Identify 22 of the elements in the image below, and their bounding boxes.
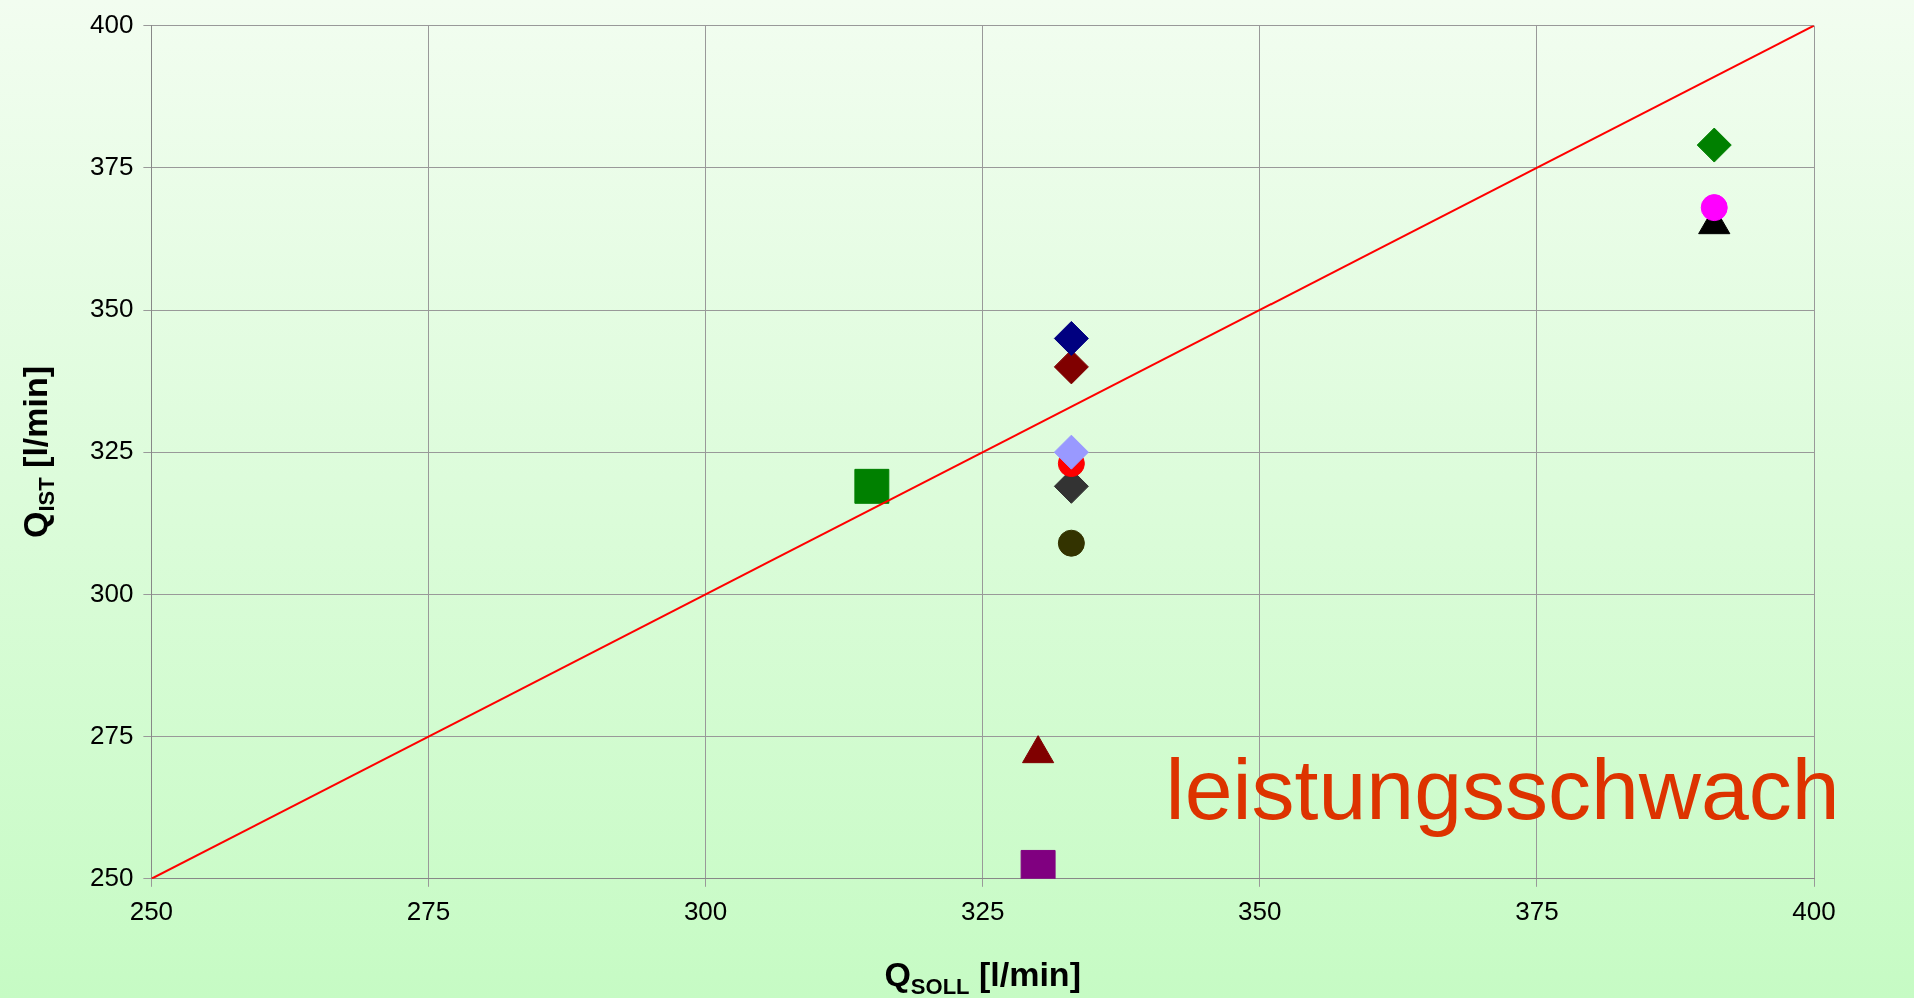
y-tick-label: 325	[89, 435, 134, 466]
point	[1700, 194, 1728, 222]
x-tick-label: 400	[1792, 895, 1836, 926]
x-tick-label: 325	[960, 895, 1005, 926]
point	[1057, 529, 1085, 557]
x-tick-label: 300	[683, 895, 728, 926]
x-tick-label: 250	[129, 895, 174, 926]
point	[1053, 320, 1089, 356]
x-axis-title: Q$_{SOLL}$ [l/min]	[884, 955, 1081, 998]
x-tick-label: 375	[1515, 895, 1559, 926]
y-tick-label: 400	[89, 8, 134, 39]
annotation: leistungsschwach	[1165, 741, 1840, 838]
x-tick-label: 350	[1238, 895, 1282, 926]
y-tick-label: 300	[89, 577, 134, 608]
point	[854, 468, 890, 504]
point	[1696, 127, 1732, 163]
y-tick-label: 350	[89, 293, 134, 324]
x-tick-label: 275	[406, 895, 451, 926]
y-tick-label: 375	[89, 150, 134, 181]
y-tick-label: 275	[89, 719, 134, 750]
y-tick-label: 250	[89, 861, 134, 892]
point	[1053, 434, 1089, 470]
